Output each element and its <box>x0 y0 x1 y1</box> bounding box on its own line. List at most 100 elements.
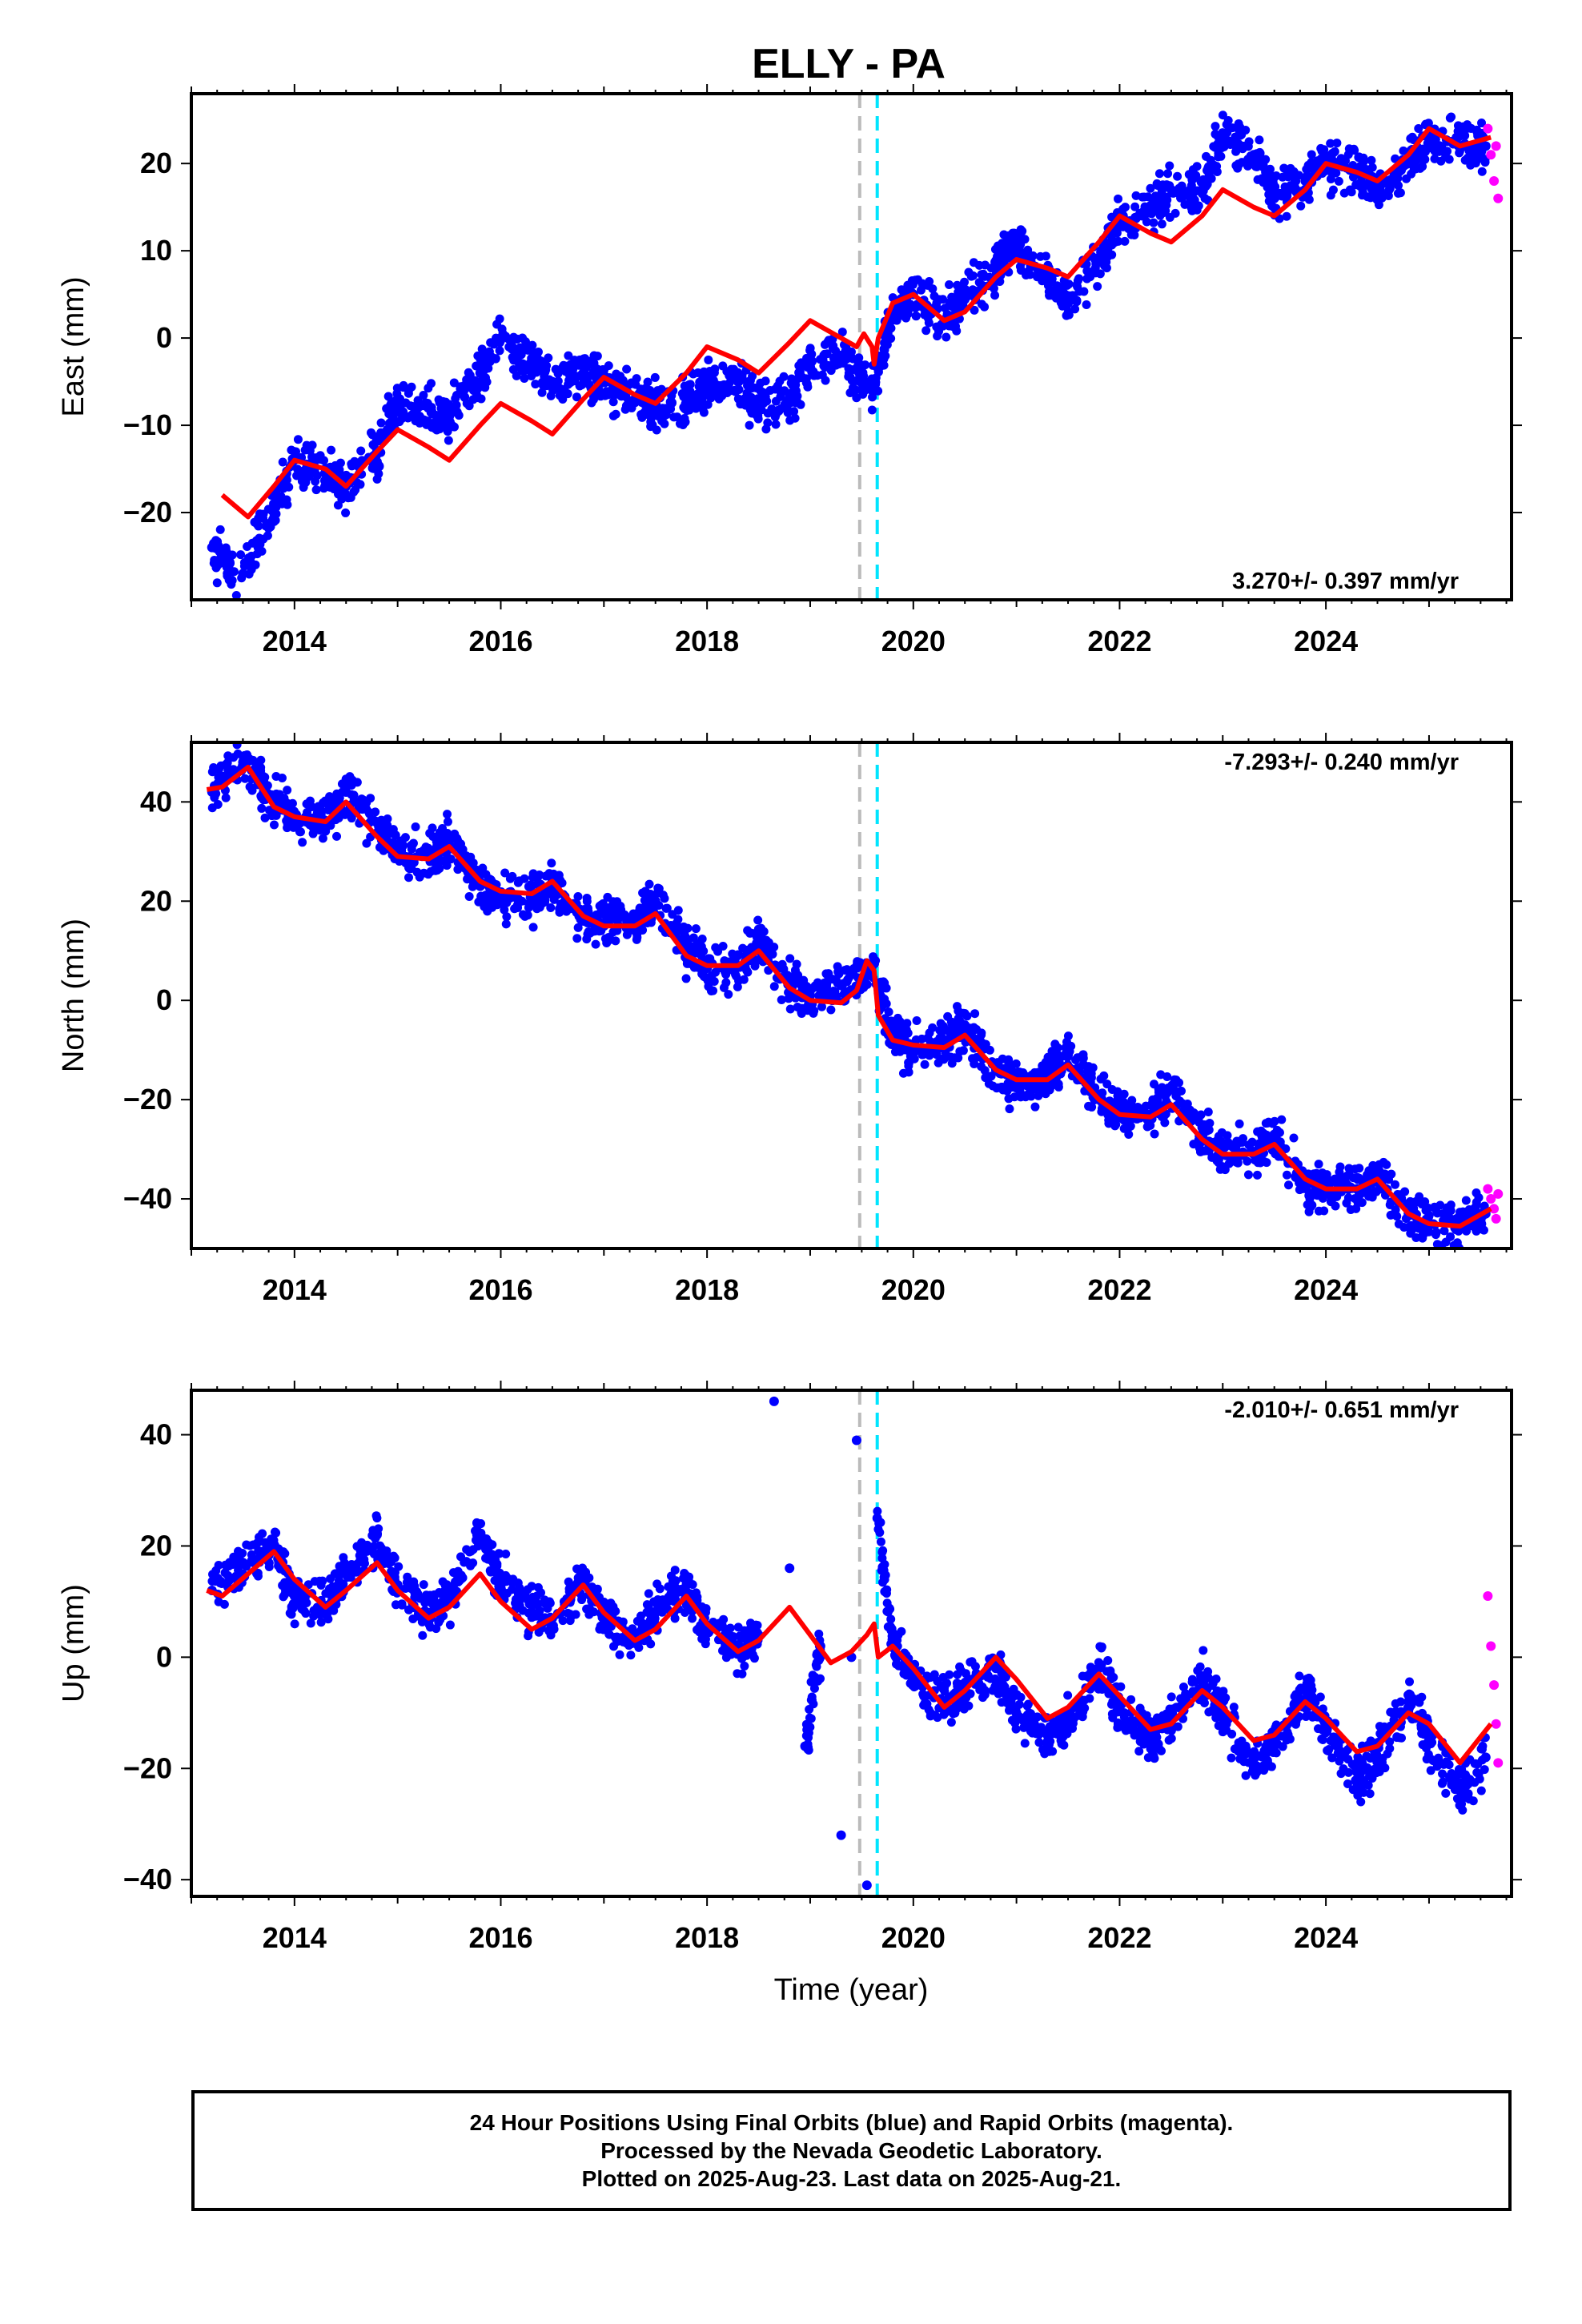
east-final-cloud-point <box>611 409 620 419</box>
north-final-cloud-point <box>817 1002 826 1011</box>
north-final-cloud-point <box>622 930 632 939</box>
east-final-cloud-point <box>881 341 890 351</box>
north-final-cloud-point <box>1115 1092 1125 1102</box>
north-final-cloud-point <box>555 904 564 914</box>
east-final-cloud-point <box>1173 171 1182 181</box>
up-final-cloud-point <box>501 1549 511 1558</box>
north-final-cloud-point <box>821 984 831 994</box>
east-final-cloud-point <box>703 400 713 409</box>
north-final-cloud-point <box>500 905 509 915</box>
north-final-cloud-point <box>1047 1055 1057 1065</box>
east-final-cloud-point <box>1203 179 1212 189</box>
east-final-cloud-point <box>1478 141 1488 151</box>
east-final-cloud-point <box>1065 291 1074 300</box>
north-final-cloud-point <box>821 969 831 979</box>
north-final-cloud-point <box>573 892 583 902</box>
north-final-cloud-point <box>305 796 315 806</box>
up-final-cloud-point <box>375 1541 385 1550</box>
east-final-cloud-point <box>1259 163 1268 172</box>
north-final-cloud-point <box>895 1026 905 1035</box>
east-final-cloud-point <box>960 277 970 287</box>
up-final-cloud-point <box>417 1617 427 1626</box>
east-final-cloud-point <box>952 304 962 314</box>
east-final-cloud-point <box>1431 139 1441 149</box>
east-final-cloud-point <box>925 277 934 287</box>
north-final-cloud-point <box>508 871 517 881</box>
north-final-cloud-point <box>898 1068 908 1078</box>
up-final-cloud-point <box>515 1602 524 1612</box>
east-final-cloud-point <box>1126 230 1136 239</box>
east-final-cloud-point <box>252 549 262 559</box>
east-rapid-point <box>1486 150 1496 160</box>
north-final-cloud-point <box>311 822 320 832</box>
up-final-cloud-point <box>373 1529 383 1538</box>
up-final-cloud-point <box>261 1546 271 1556</box>
north-final-cloud-point <box>540 890 549 899</box>
east-final-cloud-point <box>1452 133 1461 143</box>
east-final-cloud-point <box>595 386 604 396</box>
east-final-cloud-point <box>237 573 247 583</box>
north-x-tick-label: 2020 <box>881 1273 946 1306</box>
up-final-cloud-point <box>334 1575 343 1585</box>
north-final-cloud-point <box>785 954 795 963</box>
east-final-cloud-point <box>1165 161 1174 171</box>
east-final-cloud-point <box>829 341 838 351</box>
up-final-cloud-point <box>219 1599 229 1609</box>
east-final-cloud-point <box>740 394 749 404</box>
east-final-cloud-point <box>1018 248 1027 258</box>
east-final-cloud-point <box>464 368 473 377</box>
north-final-cloud-point <box>362 838 371 848</box>
east-final-cloud-point <box>411 416 420 426</box>
east-final-cloud-point <box>945 279 954 289</box>
east-final-cloud-point <box>243 542 252 552</box>
east-final-cloud-point <box>989 283 998 293</box>
north-final-cloud-point <box>809 1008 818 1018</box>
up-final-cloud-point <box>468 1558 478 1568</box>
east-final-cloud <box>208 111 1491 600</box>
east-final-cloud-point <box>790 413 800 423</box>
up-final-point <box>861 1880 872 1891</box>
east-final-cloud-point <box>622 364 632 374</box>
north-final-cloud-point <box>1355 1190 1365 1200</box>
north-final-cloud-point <box>1071 1055 1081 1065</box>
east-final-cloud-point <box>333 501 343 510</box>
up-final-point <box>785 1563 795 1574</box>
east-final-cloud-point <box>560 384 569 394</box>
north-final-cloud-point <box>936 1019 946 1028</box>
east-final-cloud-point <box>858 389 868 399</box>
east-final-cloud-point <box>476 369 485 379</box>
east-final-cloud-point <box>689 369 698 379</box>
north-final-cloud-point <box>1270 1116 1279 1126</box>
north-final-cloud-point <box>1355 1164 1364 1173</box>
north-final-cloud-point <box>1304 1207 1314 1216</box>
east-final-cloud-point <box>222 562 231 572</box>
up-final-cloud-point <box>404 1605 414 1614</box>
north-final-cloud-point <box>1283 1180 1293 1190</box>
east-final-cloud-point <box>719 380 729 389</box>
east-final-cloud-point <box>707 388 717 397</box>
east-final-cloud-point <box>572 392 581 402</box>
east-final-cloud-point <box>759 398 769 408</box>
north-final-cloud-point <box>404 864 414 874</box>
east-final-cloud-point <box>1154 169 1164 179</box>
up-final-cloud-point <box>280 1578 290 1587</box>
north-y-tick-label: 0 <box>156 983 172 1016</box>
east-final-cloud-point <box>756 378 765 388</box>
north-final-cloud-point <box>603 892 612 902</box>
east-final-cloud-point <box>1199 186 1208 195</box>
north-final-cloud-point <box>450 829 460 838</box>
north-final-cloud-point <box>443 817 452 826</box>
east-final-cloud-point <box>1407 132 1417 142</box>
east-final-cloud-point <box>1130 202 1140 211</box>
east-final-cloud-point <box>1280 182 1290 191</box>
up-final-cloud-point <box>211 1566 221 1575</box>
east-final-cloud-point <box>387 416 396 426</box>
east-final-cloud-point <box>447 403 456 412</box>
north-final-cloud-point <box>745 928 755 938</box>
east-final-cloud-point <box>1140 202 1150 211</box>
east-final-cloud-point <box>418 415 428 424</box>
east-final-cloud-point <box>1051 293 1061 303</box>
north-final-cloud-point <box>1083 1067 1093 1076</box>
up-final-cloud-point <box>425 1590 435 1600</box>
north-final-cloud-point <box>1480 1201 1489 1211</box>
